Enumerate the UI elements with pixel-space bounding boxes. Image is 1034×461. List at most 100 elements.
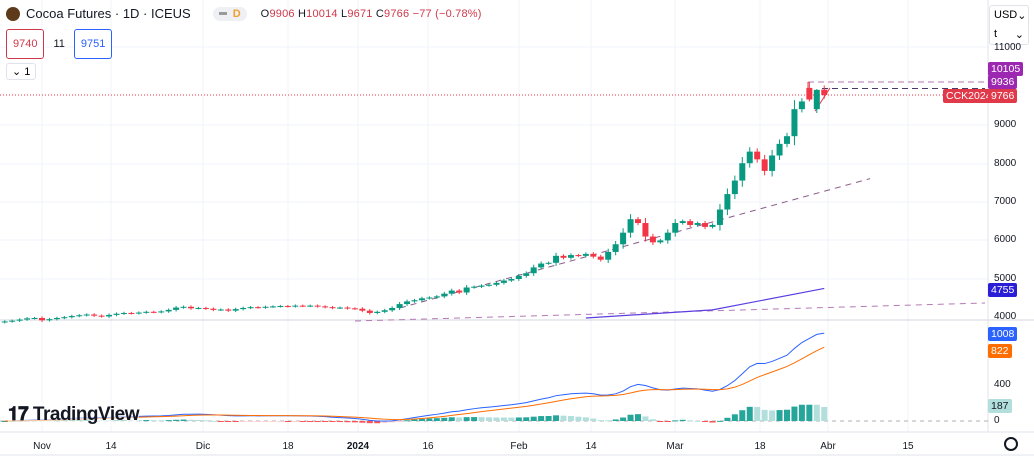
histogram-bar — [225, 421, 232, 422]
candle-body — [471, 286, 478, 288]
histogram-bar — [761, 409, 768, 421]
candle-body — [530, 267, 537, 274]
candle-body — [620, 232, 627, 245]
histogram-bar — [426, 418, 433, 421]
candle-body — [739, 163, 746, 181]
histogram-bar — [202, 420, 209, 422]
candle-body — [813, 89, 820, 110]
candle-body — [567, 255, 574, 258]
ohlc-values: O9906 H10014 L9671 C9766 −77 (−0.78%) — [260, 7, 482, 20]
histogram-bar — [538, 416, 545, 421]
currency-selector[interactable]: USD ⌄ t ⌄ — [989, 5, 1029, 45]
candle-body — [180, 306, 187, 308]
price-tick: 4000 — [994, 311, 1017, 322]
cocoa-logo-icon — [6, 6, 20, 21]
histogram-bar — [232, 421, 239, 422]
candle-body — [791, 109, 798, 137]
tradingview-watermark[interactable]: 𝟏𝟕 TradingView — [8, 404, 140, 426]
histogram-bar — [299, 421, 306, 422]
candle-body — [411, 300, 418, 302]
histogram-bar — [389, 421, 396, 423]
candle-body — [404, 301, 411, 305]
tradingview-logo-icon: 𝟏𝟕 — [8, 404, 33, 425]
trendline-drawing — [399, 178, 871, 309]
candle-body — [649, 236, 656, 243]
candle-body — [605, 251, 612, 260]
dash-icon — [218, 12, 227, 15]
candle-body — [761, 159, 768, 171]
histogram-bar — [359, 421, 366, 423]
histogram-bar — [515, 417, 522, 421]
histogram-bar — [776, 410, 783, 421]
candle-body — [314, 305, 321, 307]
histogram-bar — [545, 415, 552, 421]
candle-body — [716, 209, 723, 225]
histogram-bar — [500, 417, 507, 421]
candle-body — [523, 273, 530, 276]
histogram-bar — [620, 417, 627, 421]
candle-body — [635, 219, 641, 224]
histogram-bar — [813, 404, 820, 421]
histogram-bar — [292, 421, 299, 422]
histogram-bar — [247, 421, 254, 422]
candle-body — [575, 255, 582, 257]
histogram-bar — [791, 406, 798, 421]
chevron-down-icon: ⌄ — [1014, 29, 1024, 41]
candle-body — [83, 314, 90, 316]
candle-body — [284, 306, 291, 308]
candle-body — [299, 305, 306, 307]
candle-body — [329, 307, 336, 309]
histogram-bar — [672, 420, 679, 422]
time-tick: Abr — [820, 441, 836, 452]
candle-body — [195, 307, 202, 309]
histogram-bar — [180, 419, 187, 421]
histogram-bar — [567, 415, 574, 421]
histogram-bar — [560, 415, 567, 421]
candle-body — [433, 296, 440, 298]
histogram-bar — [188, 419, 194, 421]
sell-button[interactable]: 9740 — [6, 29, 45, 59]
candle-body — [597, 256, 604, 260]
settings-gear-icon[interactable] — [1004, 437, 1018, 451]
indicators-toggle[interactable]: ⌄ 1 — [6, 63, 37, 80]
histogram-bar — [396, 421, 403, 422]
candle-body — [441, 293, 448, 297]
histogram-bar — [374, 421, 381, 424]
last-price-label: 9766 — [988, 89, 1018, 103]
candle-body — [612, 244, 619, 252]
candle-body — [262, 306, 269, 308]
histogram-bar — [575, 416, 582, 421]
candle-body — [374, 311, 381, 313]
candle-body — [53, 317, 60, 320]
moving-average-line — [585, 287, 825, 319]
candle-body — [128, 312, 135, 314]
candle-body — [217, 309, 224, 311]
candle-body — [515, 275, 522, 279]
histogram-bar — [381, 421, 388, 423]
signal-line — [4, 346, 825, 422]
histogram-bar — [612, 419, 619, 421]
candle-body — [769, 155, 776, 171]
histogram-bar — [649, 419, 656, 421]
candle-body — [39, 317, 45, 321]
candle-body — [418, 298, 425, 301]
histogram-bar — [769, 410, 776, 421]
ma-price-label: 4755 — [988, 283, 1018, 297]
histogram-bar — [821, 407, 828, 421]
candle-body — [657, 240, 664, 243]
candle-body — [731, 180, 738, 195]
candle-body — [24, 318, 31, 320]
candle-body — [337, 307, 343, 309]
histogram-bar — [478, 417, 485, 421]
histogram-bar — [530, 416, 537, 421]
buy-button[interactable]: 9751 — [73, 29, 113, 59]
candle-body — [247, 307, 254, 309]
histogram-bar — [411, 419, 418, 421]
market-status-badge[interactable]: D — [212, 6, 247, 21]
candle-body — [292, 305, 299, 307]
histogram-bar — [1, 421, 8, 422]
symbol-title[interactable]: Cocoa Futures · 1D · ICEUS — [26, 6, 191, 21]
candle-body — [61, 317, 68, 319]
histogram-bar — [284, 421, 291, 422]
